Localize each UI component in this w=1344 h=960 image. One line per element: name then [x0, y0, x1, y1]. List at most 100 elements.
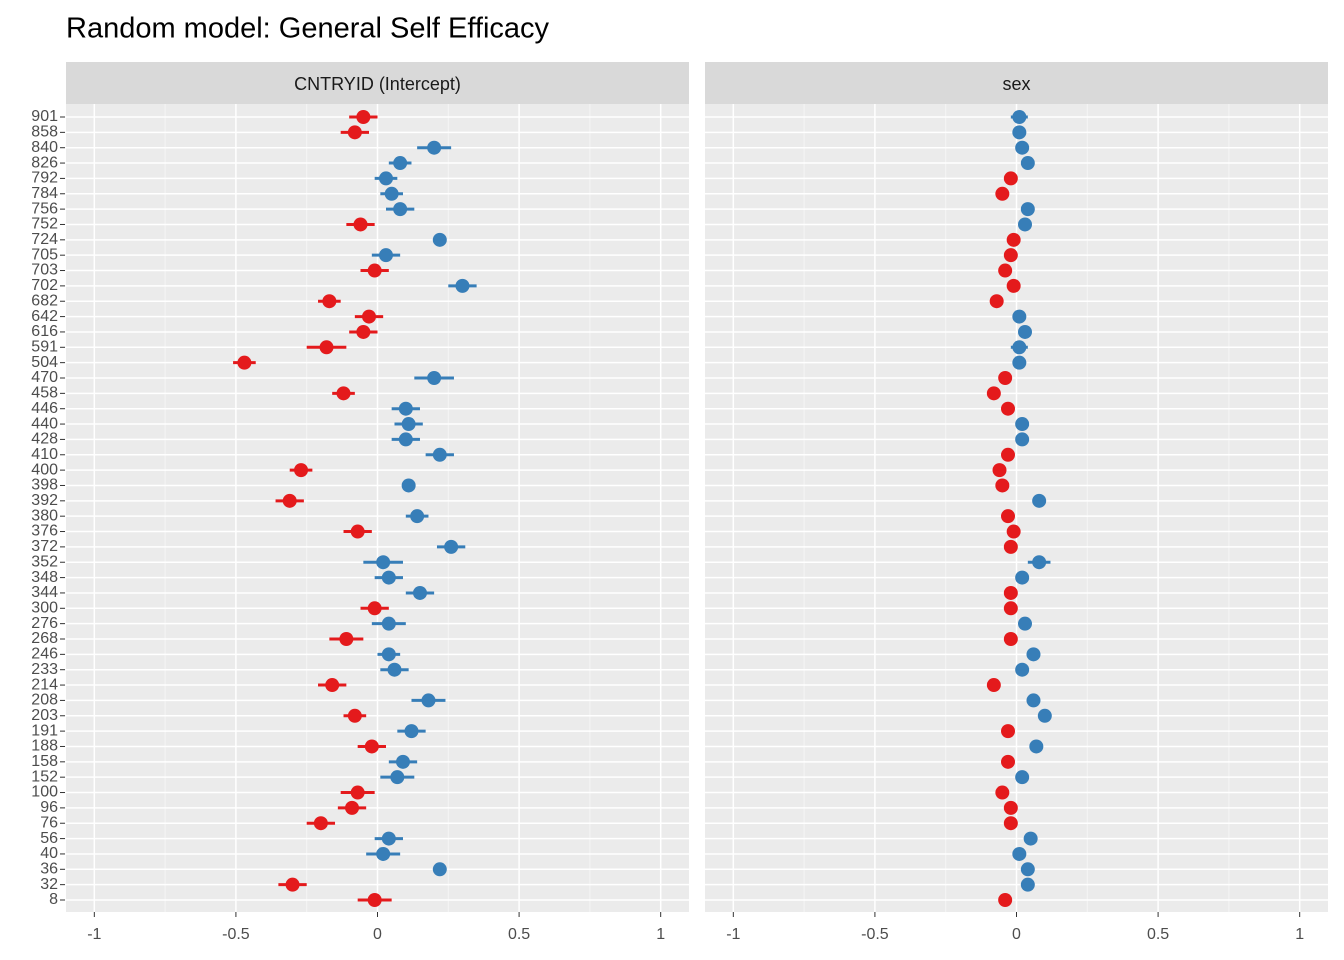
point — [1037, 708, 1052, 723]
y-tick-label: 348 — [31, 569, 58, 586]
y-tick-label: 203 — [31, 707, 58, 724]
point — [1012, 846, 1027, 861]
point — [986, 386, 1001, 401]
point — [1017, 217, 1032, 232]
point — [381, 616, 396, 631]
point — [1017, 324, 1032, 339]
point — [1003, 248, 1018, 263]
y-tick-label: 428 — [31, 431, 58, 448]
point — [1001, 754, 1016, 769]
point — [1026, 693, 1041, 708]
point — [390, 770, 405, 785]
y-tick-label: 76 — [40, 814, 58, 831]
point — [1003, 171, 1018, 186]
point — [1003, 816, 1018, 831]
point — [1012, 355, 1027, 370]
point — [995, 186, 1010, 201]
point — [387, 662, 402, 677]
point — [398, 432, 413, 447]
y-tick-label: 268 — [31, 630, 58, 647]
y-tick-label: 152 — [31, 768, 58, 785]
point — [1015, 570, 1030, 585]
point — [1020, 202, 1035, 217]
point — [421, 693, 436, 708]
point — [381, 647, 396, 662]
y-tick-label: 901 — [31, 108, 58, 125]
point — [1003, 800, 1018, 815]
point — [412, 585, 427, 600]
y-tick-label: 682 — [31, 292, 58, 309]
y-tick-label: 300 — [31, 600, 58, 617]
point — [376, 555, 391, 570]
point — [367, 263, 382, 278]
point — [367, 893, 382, 907]
point — [381, 831, 396, 846]
point — [1001, 447, 1016, 462]
point — [398, 401, 413, 416]
y-tick-label: 784 — [31, 185, 58, 202]
point — [378, 171, 393, 186]
y-tick-label: 702 — [31, 277, 58, 294]
y-tick-label: 591 — [31, 339, 58, 356]
point — [992, 463, 1007, 478]
point — [1003, 585, 1018, 600]
point — [322, 294, 337, 309]
point — [282, 493, 297, 508]
point — [376, 846, 391, 861]
y-tick-label: 8 — [49, 891, 58, 908]
y-tick-label: 705 — [31, 246, 58, 263]
y-tick-label: 398 — [31, 477, 58, 494]
strip-label: sex — [1002, 74, 1030, 94]
point — [1026, 647, 1041, 662]
y-tick-label: 724 — [31, 231, 58, 248]
point — [1032, 555, 1047, 570]
point — [1023, 831, 1038, 846]
point — [404, 724, 419, 739]
y-tick-label: 96 — [40, 799, 58, 816]
y-tick-label: 792 — [31, 170, 58, 187]
point — [1015, 417, 1030, 432]
y-tick-label: 858 — [31, 124, 58, 141]
x-tick-label: -1 — [726, 926, 740, 943]
point — [395, 754, 410, 769]
point — [989, 294, 1004, 309]
point — [1003, 539, 1018, 554]
point — [998, 893, 1013, 907]
point — [995, 478, 1010, 493]
x-tick-label: 1 — [1295, 926, 1304, 943]
point — [384, 186, 399, 201]
point — [1001, 509, 1016, 524]
y-tick-label: 36 — [40, 861, 58, 878]
point — [432, 862, 447, 877]
y-tick-label: 208 — [31, 692, 58, 709]
x-tick-label: 0.5 — [1147, 926, 1169, 943]
y-tick-label: 840 — [31, 139, 58, 156]
y-tick-label: 392 — [31, 492, 58, 509]
point — [1020, 877, 1035, 892]
y-tick-label: 446 — [31, 400, 58, 417]
point — [313, 816, 328, 831]
y-tick-label: 440 — [31, 415, 58, 432]
y-tick-label: 756 — [31, 200, 58, 217]
y-tick-label: 826 — [31, 154, 58, 171]
y-tick-label: 276 — [31, 615, 58, 632]
point — [381, 570, 396, 585]
point — [362, 309, 377, 324]
point — [1020, 156, 1035, 171]
point — [427, 371, 442, 385]
point — [444, 539, 459, 554]
x-tick-label: 1 — [656, 926, 665, 943]
y-tick-label: 642 — [31, 308, 58, 325]
point — [353, 217, 368, 232]
point — [427, 140, 442, 155]
point — [1015, 432, 1030, 447]
strip — [705, 62, 1328, 104]
point — [285, 877, 300, 892]
point — [1015, 140, 1030, 155]
y-tick-label: 703 — [31, 262, 58, 279]
point — [1020, 862, 1035, 877]
point — [1006, 278, 1021, 293]
x-tick-label: 0 — [373, 926, 382, 943]
x-tick-label: -0.5 — [861, 926, 889, 943]
